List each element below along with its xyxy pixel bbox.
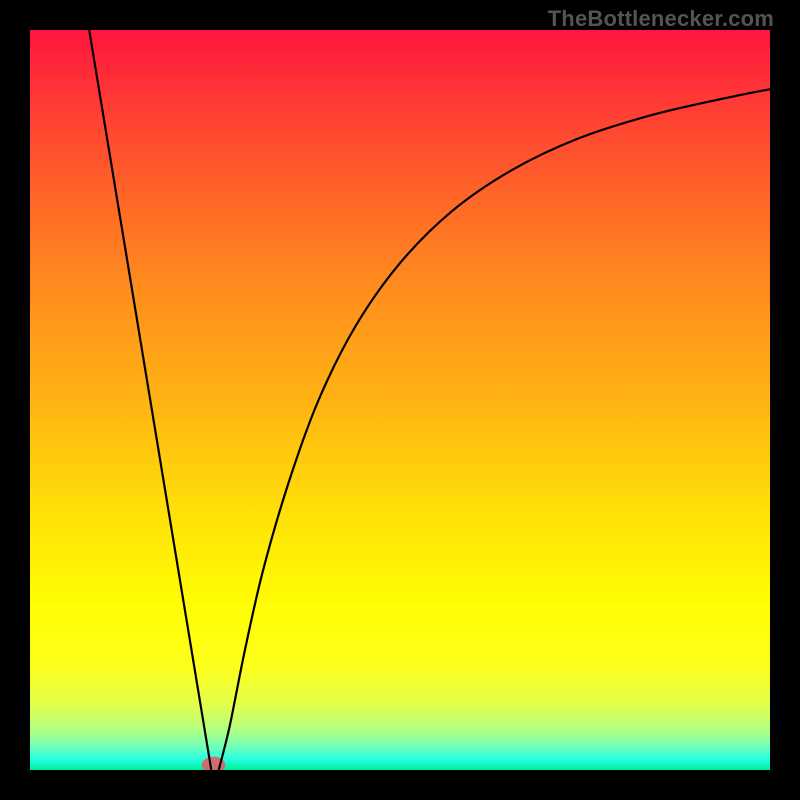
bottleneck-chart <box>0 0 800 800</box>
plot-background-gradient <box>30 30 770 770</box>
chart-frame: TheBottlenecker.com <box>0 0 800 800</box>
watermark-link[interactable]: TheBottlenecker.com <box>548 6 774 32</box>
